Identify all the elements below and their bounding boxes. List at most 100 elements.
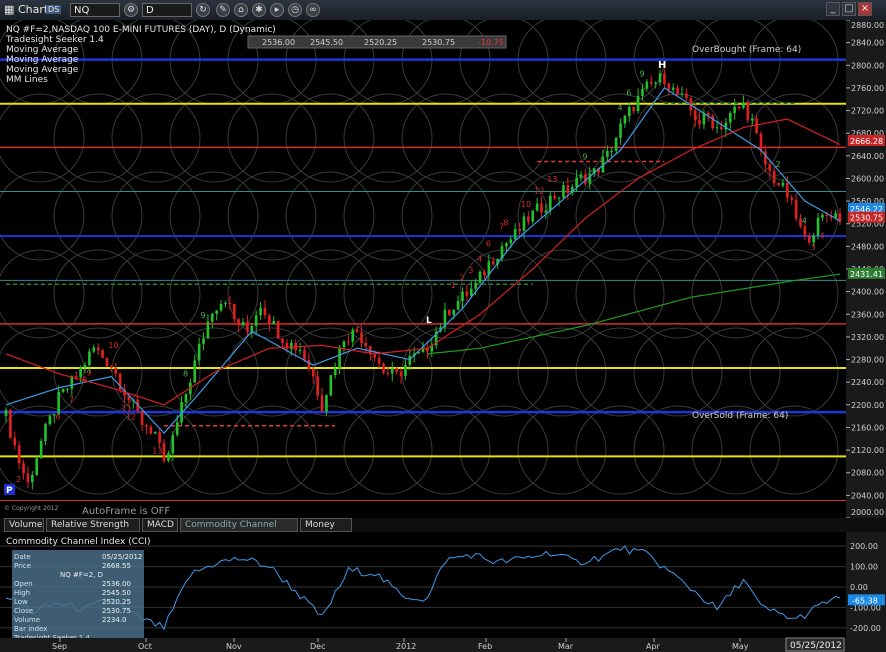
candle-body [764,151,767,165]
candle-body [487,261,491,276]
info-row-value: 05/25/2012 [102,553,142,561]
link-icon[interactable]: ∞ [306,3,320,17]
maximize-icon[interactable]: □ [842,2,856,16]
h-marker: H [658,60,666,71]
title-badge: DS [46,5,62,14]
time-tick-label: Nov [226,642,242,651]
gann-circle [285,171,375,261]
seeker-label: 9 [582,153,587,162]
cci-title: Commodity Channel Index (CCI) [6,537,150,547]
candle-body [333,368,337,376]
tab-rsi[interactable]: Relative Strength Index [46,518,140,543]
candle-body [101,350,104,358]
refresh-icon[interactable]: ↻ [196,3,210,17]
info-row-value: NQ #F=2, D [60,571,103,579]
candle-body [834,213,837,218]
data-last: 2530.75 [422,38,455,47]
candle-body [685,93,688,99]
gann-circle [459,93,549,183]
time-tick-label: Apr [646,642,661,651]
clock-icon[interactable]: ◷ [288,3,302,17]
candle-body [364,342,368,346]
symbol-input[interactable]: NQ #F=2 [70,3,120,30]
candle-body [461,291,464,302]
price-tick-label: 2720.00 [851,107,884,116]
price-tick-label: 2320.00 [851,333,884,342]
candle-body [649,81,653,84]
gann-circle [227,249,317,339]
candle-body [70,375,74,389]
info-row-value: 2234.0 [102,616,127,624]
lock-icon[interactable]: ⌂ [234,3,248,17]
seeker-label: 11 [122,404,132,413]
candle-body [202,338,205,344]
gann-circle [285,405,375,495]
gann-circle [285,327,375,417]
play-icon[interactable]: ▸ [270,3,284,17]
candle-body [31,474,34,483]
candle-body [812,235,815,243]
gann-circle [459,249,549,339]
price-tick-label: 2200.00 [851,401,884,410]
settings-icon[interactable]: ✱ [252,3,266,17]
gann-circle [0,405,85,495]
time-tick-label: Dec [310,642,325,651]
tab-volume[interactable]: Volume [4,518,44,532]
candle-body [219,303,223,311]
gann-circle [227,405,317,495]
gann-circle [401,249,491,339]
price-tick-label: 2800.00 [851,61,884,70]
moving-averages [5,87,841,434]
candle-body [417,352,420,354]
seeker-label: 13 [547,175,557,184]
candle-body [742,102,745,108]
candle-body [17,445,21,464]
interval-select[interactable]: D [142,3,192,17]
gann-circle [459,327,549,417]
candle-body [79,367,82,378]
minimize-icon[interactable]: _ [826,2,840,16]
seeker-label: 4 [802,217,807,226]
data-high: 2545.50 [310,38,343,47]
gann-circle [285,93,375,183]
candle-body [44,424,47,442]
tab-macd[interactable]: MACD [142,518,178,532]
gann-circle [169,327,259,417]
candle-body [562,185,565,198]
candle-body [241,321,245,326]
copyright-label: © Copyright 2012 [4,505,59,512]
close-icon[interactable]: × [858,2,872,16]
tab-money-flow[interactable]: Money Flow [300,518,352,543]
chart-icon: ▦ [4,3,15,16]
time-tick-label: 2012 [396,642,416,651]
cci-chart[interactable]: 200.00 100.00 0.00 -100.00 -200.00 -65.38 Com… [0,532,886,652]
gann-circle [749,171,839,261]
candle-body [474,282,477,289]
gann-circle [633,171,723,261]
candle-body [548,195,552,211]
cci-tick-label: -100.00 [850,603,881,612]
candle-body [127,395,131,401]
price-tag-box [848,211,885,223]
candle-body [698,119,701,125]
candle-body [671,87,675,90]
info-row-label: Low [14,598,28,606]
candle-body [759,133,763,152]
legend-line-0: NQ #F=2,NASDAQ 100 E-MINI FUTURES (DAY),… [6,25,276,35]
overbought-label: OverBought (Frame: 64) [692,45,801,55]
candle-body [452,309,456,315]
gear-icon[interactable]: ⚙ [124,3,138,17]
candle-body [175,422,179,435]
candle-body [505,243,508,247]
current-date: 05/25/2012 [790,641,842,651]
info-row-label: Close [14,607,33,615]
tab-cci[interactable]: Commodity Channel Index (CCI) [180,518,298,543]
seeker-label: 2 [16,475,21,484]
candle-body [724,122,728,130]
pencil-icon[interactable]: ✎ [216,3,230,17]
candle-body [711,115,715,129]
candle-body [641,88,644,96]
window-titlebar: ▦ Chart DS NQ #F=2 ⚙ D ↻ ✎ ⌂ ✱ ▸ ◷ ∞ _ □… [0,0,886,30]
candle-body [610,150,614,152]
